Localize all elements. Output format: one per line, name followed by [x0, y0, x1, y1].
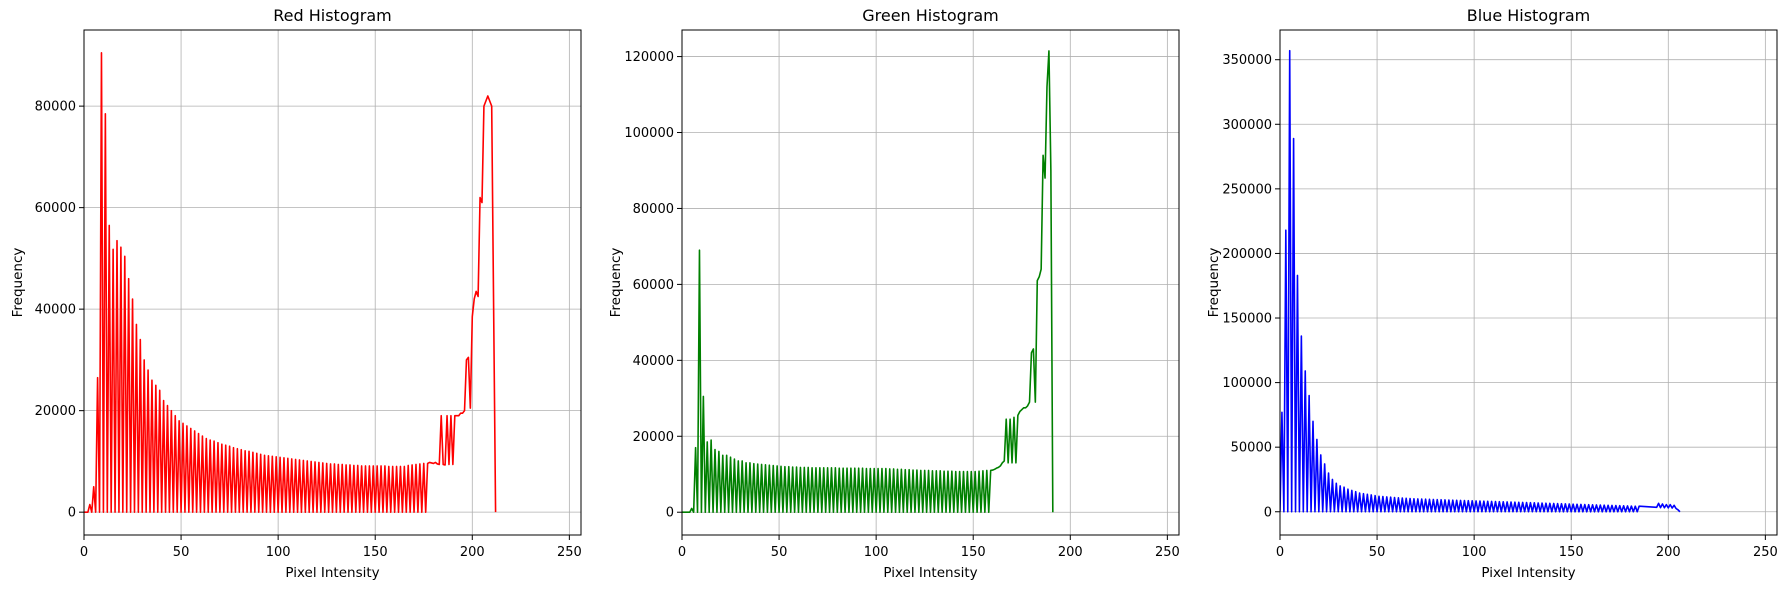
y-tick-label: 50000	[1231, 441, 1272, 456]
x-tick-label: 50	[173, 545, 190, 560]
y-tick-label: 40000	[35, 303, 76, 318]
x-tick-label: 200	[1058, 545, 1083, 560]
series-line-green	[682, 50, 1054, 514]
y-axis-label: Frequency	[10, 248, 26, 318]
y-tick-label: 40000	[633, 354, 674, 369]
y-tick-label: 0	[1264, 505, 1272, 520]
plot-frame	[681, 29, 1180, 536]
x-tick-label: 0	[1276, 545, 1284, 560]
y-axis-label: Frequency	[608, 248, 624, 318]
series-line-blue	[1280, 49, 1681, 513]
x-tick-label: 100	[864, 545, 889, 560]
y-tick-label: 150000	[1222, 312, 1272, 327]
x-tick-label: 150	[1559, 545, 1584, 560]
chart-title: Red Histogram	[273, 6, 391, 25]
y-tick-label: 350000	[1222, 53, 1272, 68]
plot-frame	[1279, 29, 1778, 536]
y-tick-label: 80000	[633, 202, 674, 217]
y-tick-label: 0	[68, 506, 76, 521]
x-axis-label: Pixel Intensity	[1481, 565, 1575, 581]
y-tick-label: 60000	[35, 201, 76, 216]
series-line-red	[84, 52, 497, 513]
y-tick-label: 100000	[624, 126, 674, 141]
chart-2: 0 50 100 150 200 250 0 20000 40000 60000 80000 1000…	[608, 6, 1180, 581]
y-tick-label: 100000	[1222, 376, 1272, 391]
x-tick-label: 100	[266, 545, 291, 560]
y-tick-label: 20000	[35, 404, 76, 419]
x-tick-label: 250	[557, 545, 582, 560]
x-tick-label: 100	[1462, 545, 1487, 560]
plot-frame	[83, 29, 582, 536]
x-tick-label: 200	[1656, 545, 1681, 560]
y-tick-label: 60000	[633, 278, 674, 293]
x-tick-label: 200	[460, 545, 485, 560]
x-tick-label: 150	[961, 545, 986, 560]
y-tick-label: 0	[666, 506, 674, 521]
x-tick-label: 250	[1753, 545, 1778, 560]
chart-title: Blue Histogram	[1467, 6, 1591, 25]
y-tick-label: 20000	[633, 430, 674, 445]
y-tick-label: 200000	[1222, 247, 1272, 262]
x-axis-label: Pixel Intensity	[285, 565, 379, 581]
x-tick-label: 50	[1369, 545, 1386, 560]
x-tick-label: 0	[678, 545, 686, 560]
x-tick-label: 0	[80, 545, 88, 560]
x-tick-label: 50	[771, 545, 788, 560]
x-tick-label: 150	[363, 545, 388, 560]
y-tick-label: 250000	[1222, 182, 1272, 197]
y-tick-label: 120000	[624, 50, 674, 65]
y-tick-label: 300000	[1222, 118, 1272, 133]
chart-1: 0 50 100 150 200 250 0 20000 40000 60000 80000 Red …	[10, 6, 582, 581]
y-axis-label: Frequency	[1206, 248, 1222, 318]
y-tick-label: 80000	[35, 100, 76, 115]
x-axis-label: Pixel Intensity	[883, 565, 977, 581]
chart-title: Green Histogram	[862, 6, 999, 25]
chart-3: 0 50 100 150 200 250 0 50000 100000 150000 200000 2…	[1206, 6, 1778, 581]
x-tick-label: 250	[1155, 545, 1180, 560]
charts-container: 0 50 100 150 200 250020000400006000080000Red …	[10, 6, 1778, 581]
